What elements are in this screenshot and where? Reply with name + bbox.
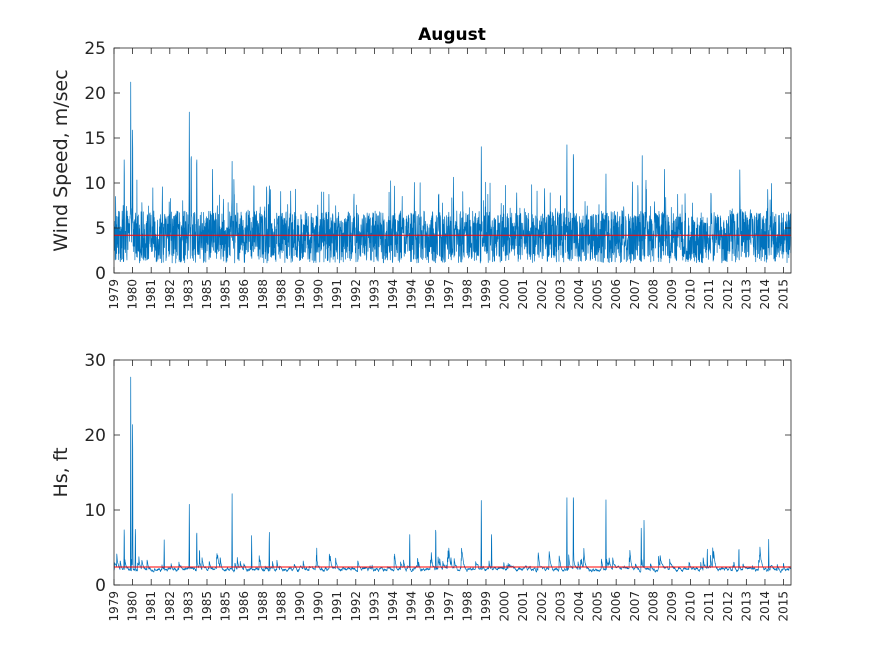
wave-height-xtick-label: 1985 <box>200 591 214 622</box>
wave-height-xtick-label: 2010 <box>684 591 698 622</box>
wind-speed-xtick-label: 1998 <box>460 279 474 310</box>
wind-speed-x-ticks: 1979 1980 1981 1982 1983 1985 1985 1986 1988 1988… <box>107 48 791 310</box>
wind-speed-xtick-label: 1999 <box>479 279 493 310</box>
wave-height-xtick-label: 2004 <box>572 591 586 622</box>
wave-height-xtick-label: 1994 <box>405 591 419 622</box>
wave-height-xtick-label: 2000 <box>498 591 512 622</box>
chart-title: August <box>418 25 486 45</box>
wind-speed-xtick-label: 1979 <box>107 279 121 310</box>
wave-height-xtick-label: 1985 <box>219 591 233 622</box>
wind-speed-xtick-label: 2009 <box>665 279 679 310</box>
wind-speed-xtick-label: 2007 <box>628 279 642 310</box>
wind-speed-y-axis-label: Wind Speed, m/sec <box>50 69 72 251</box>
wind-speed-xtick-label: 1986 <box>237 279 251 310</box>
wind-speed-xtick-label: 2005 <box>591 279 605 310</box>
wave-height-y-axis-label: Hs, ft <box>50 447 72 497</box>
wave-height-xtick-label: 2011 <box>702 591 716 622</box>
wave-height-xtick-label: 2013 <box>739 591 753 622</box>
wind-speed-xtick-label: 1981 <box>144 279 158 310</box>
wave-height-xtick-label: 2012 <box>721 591 735 622</box>
wave-height-ytick-label: 20 <box>84 426 106 446</box>
wind-speed-ytick-label: 5 <box>95 219 106 239</box>
wind-speed-xtick-label: 2002 <box>535 279 549 310</box>
wave-height-xtick-label: 2005 <box>591 591 605 622</box>
wind-speed-xtick-label: 1997 <box>442 279 456 310</box>
wind-speed-xtick-label: 2012 <box>721 279 735 310</box>
wind-speed-xtick-label: 1992 <box>349 279 363 310</box>
wave-height-xtick-label: 1980 <box>126 591 140 622</box>
wave-height-axes: 0 10 20 30 1979 1980 1981 1982 1983 1985 1985 1986… <box>50 351 792 622</box>
wind-speed-xtick-label: 2014 <box>758 279 772 310</box>
wave-height-xtick-label: 1981 <box>144 591 158 622</box>
wind-speed-xtick-label: 1982 <box>163 279 177 310</box>
wind-speed-line <box>113 81 792 264</box>
wind-speed-axes-box <box>113 47 792 274</box>
wave-height-xtick-label: 1990 <box>293 591 307 622</box>
wind-speed-series <box>113 81 792 264</box>
wind-speed-xtick-label: 1988 <box>274 279 288 310</box>
wave-height-xtick-label: 1996 <box>423 591 437 622</box>
wind-speed-xtick-label: 2008 <box>646 279 660 310</box>
wind-speed-y-ticks: 0 5 10 15 20 25 <box>84 39 791 284</box>
wave-height-xtick-label: 2014 <box>758 591 772 622</box>
wave-height-xtick-label: 2002 <box>535 591 549 622</box>
wave-height-xtick-label: 2015 <box>777 591 791 622</box>
wave-height-plot-area <box>114 360 791 585</box>
wave-height-xtick-label: 1997 <box>442 591 456 622</box>
wind-speed-xtick-label: 1988 <box>256 279 270 310</box>
wind-speed-ytick-label: 10 <box>84 174 106 194</box>
wave-height-xtick-label: 2006 <box>609 591 623 622</box>
wind-speed-xtick-label: 2015 <box>777 279 791 310</box>
wind-speed-xtick-label: 2011 <box>702 279 716 310</box>
wind-speed-xtick-label: 2001 <box>516 279 530 310</box>
wind-speed-xtick-label: 1994 <box>386 279 400 310</box>
wave-height-ytick-label: 10 <box>84 501 106 521</box>
wind-speed-xtick-label: 1985 <box>200 279 214 310</box>
wind-speed-xtick-label: 2013 <box>739 279 753 310</box>
wave-height-x-ticks: 1979 1980 1981 1982 1983 1985 1985 1986 1988 1988… <box>107 360 791 622</box>
wind-speed-xtick-label: 1990 <box>312 279 326 310</box>
wind-speed-xtick-label: 2000 <box>498 279 512 310</box>
wave-height-xtick-label: 2003 <box>553 591 567 622</box>
wave-height-xtick-label: 1998 <box>460 591 474 622</box>
wave-height-xtick-label: 1999 <box>479 591 493 622</box>
wave-height-xtick-label: 1993 <box>367 591 381 622</box>
wave-height-xtick-label: 1983 <box>181 591 195 622</box>
wave-height-xtick-label: 1988 <box>274 591 288 622</box>
wave-height-xtick-label: 2009 <box>665 591 679 622</box>
wind-speed-xtick-label: 1994 <box>405 279 419 310</box>
wind-speed-xtick-label: 1993 <box>367 279 381 310</box>
wind-speed-xtick-label: 1990 <box>293 279 307 310</box>
wind-speed-xtick-label: 1983 <box>181 279 195 310</box>
wind-speed-xtick-label: 1985 <box>219 279 233 310</box>
wave-height-ytick-label: 0 <box>95 576 106 596</box>
wave-height-xtick-label: 1988 <box>256 591 270 622</box>
wind-speed-ytick-label: 25 <box>84 39 106 59</box>
wave-height-axes-box <box>113 359 792 586</box>
wind-speed-xtick-label: 2003 <box>553 279 567 310</box>
wave-height-xtick-label: 1979 <box>107 591 121 622</box>
wind-speed-xtick-label: 1980 <box>126 279 140 310</box>
wave-height-xtick-label: 2001 <box>516 591 530 622</box>
wind-speed-ytick-label: 20 <box>84 84 106 104</box>
wave-height-y-ticks: 0 10 20 30 <box>84 351 791 596</box>
wave-height-xtick-label: 1991 <box>330 591 344 622</box>
wave-height-xtick-label: 2007 <box>628 591 642 622</box>
wind-speed-ytick-label: 15 <box>84 129 106 149</box>
wind-speed-xtick-label: 2006 <box>609 279 623 310</box>
wind-speed-xtick-label: 1996 <box>423 279 437 310</box>
wave-height-ytick-label: 30 <box>84 351 106 371</box>
wind-speed-xtick-label: 2010 <box>684 279 698 310</box>
wave-height-xtick-label: 1986 <box>237 591 251 622</box>
wind-speed-xtick-label: 1991 <box>330 279 344 310</box>
wind-speed-xtick-label: 2004 <box>572 279 586 310</box>
wave-height-xtick-label: 1994 <box>386 591 400 622</box>
wave-height-xtick-label: 2008 <box>646 591 660 622</box>
wind-speed-ytick-label: 0 <box>95 264 106 284</box>
wave-height-xtick-label: 1990 <box>312 591 326 622</box>
wave-height-xtick-label: 1992 <box>349 591 363 622</box>
wave-height-xtick-label: 1982 <box>163 591 177 622</box>
